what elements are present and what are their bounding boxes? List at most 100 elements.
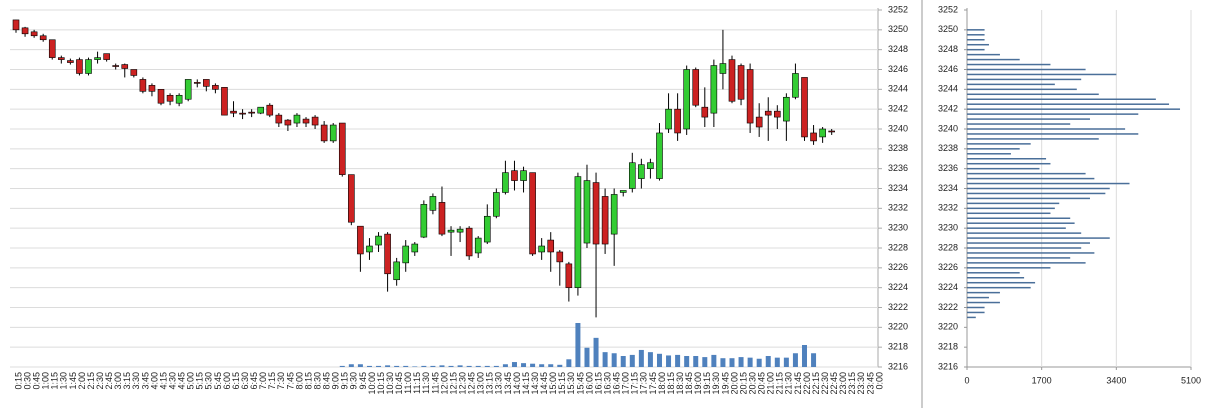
- y-tick-label: 3238: [888, 143, 908, 153]
- x-tick-label: 2:30: [95, 372, 105, 390]
- volume-bar: [493, 365, 499, 367]
- y-tick-label: 3250: [938, 24, 958, 34]
- volume-bar: [475, 365, 481, 367]
- profile-bar: [967, 277, 1025, 279]
- candle-body: [692, 69, 700, 106]
- candle-body: [737, 65, 745, 100]
- y-tick-label: 3216: [938, 361, 958, 371]
- candle-body: [493, 192, 500, 217]
- candle-body: [511, 170, 518, 181]
- candle-body: [203, 79, 210, 87]
- candle-body: [139, 79, 147, 92]
- profile-bar: [967, 123, 1071, 125]
- x-tick-label: 6:15: [231, 372, 241, 390]
- x-tick-label: 12:15: [448, 372, 458, 395]
- candle-body: [393, 261, 400, 281]
- x-tick-label: 14:30: [530, 372, 540, 395]
- x-tick-label: 7:45: [285, 372, 295, 390]
- candle-body: [638, 164, 645, 179]
- y-tick-label: 3224: [938, 282, 958, 292]
- x-tick-label: 3:30: [131, 372, 141, 390]
- x-tick-label: 22:15: [811, 372, 821, 395]
- volume-bar: [530, 363, 536, 367]
- candle-body: [39, 35, 47, 41]
- candle-body: [284, 119, 292, 126]
- x-tick-label: 17:45: [648, 372, 658, 395]
- profile-bar: [967, 148, 1020, 150]
- y-tick-label: 3228: [938, 242, 958, 252]
- profile-bar: [967, 227, 1066, 229]
- candle-body: [366, 245, 373, 253]
- candle-body: [801, 77, 808, 138]
- x-tick-label: 23:45: [865, 372, 875, 395]
- x-tick-label: 21:15: [775, 372, 785, 395]
- x-tick-label: 18:00: [657, 372, 667, 395]
- candle-body: [601, 196, 609, 245]
- profile-bar: [967, 167, 1040, 170]
- volume-bar: [756, 358, 762, 367]
- x-tick-label: 7:30: [276, 372, 286, 390]
- x-tick-label: 22:45: [829, 372, 839, 395]
- profile-bar: [967, 88, 1077, 91]
- candle-body: [819, 128, 826, 138]
- candle-body: [610, 194, 618, 235]
- candle-body: [157, 89, 165, 104]
- x-tick-label: 22:00: [802, 372, 812, 395]
- candle-body: [175, 94, 183, 104]
- volume-bar: [638, 349, 644, 367]
- x-tick-label: 1:00: [41, 372, 51, 390]
- volume-bar: [711, 354, 717, 367]
- candle-body: [148, 85, 156, 92]
- volume-bar: [593, 337, 599, 367]
- x-tick-label: 18:45: [684, 372, 694, 395]
- candle-body: [94, 57, 101, 60]
- x-tick-label: 13:30: [494, 372, 504, 395]
- y-tick-label: 3226: [888, 262, 908, 272]
- profile-bar: [967, 247, 1082, 249]
- volume-bar: [466, 365, 472, 367]
- profile-bar: [967, 232, 1082, 234]
- profile-bar: [967, 108, 1181, 110]
- y-tick-label: 3244: [938, 84, 958, 94]
- candle-body: [529, 172, 536, 255]
- volume-bar: [602, 352, 608, 367]
- volume-bar: [502, 364, 508, 367]
- candle-body: [628, 162, 636, 189]
- y-tick-label: 3230: [938, 223, 958, 233]
- y-tick-label: 3226: [938, 262, 958, 272]
- x-tick-label: 19:30: [711, 372, 721, 395]
- profile-bar: [967, 222, 1075, 224]
- candle-body: [230, 110, 237, 114]
- x-tick-label: 17:30: [639, 372, 649, 395]
- y-tick-label: 3236: [938, 163, 958, 173]
- x-tick-label: 6:30: [240, 372, 250, 390]
- x-tick-label: 4:15: [158, 372, 168, 390]
- volume-bar: [765, 356, 771, 367]
- volume-bar: [747, 357, 753, 367]
- y-tick-label: 3230: [888, 223, 908, 233]
- candle-body: [12, 19, 20, 31]
- x-tick-label: 9:00: [331, 372, 341, 390]
- x-tick-label: 4:00: [149, 372, 159, 390]
- x-tick-label: 5:15: [195, 372, 205, 390]
- volume-bar: [647, 352, 653, 367]
- profile-bar: [967, 301, 1000, 304]
- x-tick-label: 7:15: [267, 372, 277, 390]
- profile-bar: [967, 53, 1000, 56]
- y-tick-label: 3246: [888, 64, 908, 74]
- candle-body: [420, 204, 428, 238]
- profile-bar: [967, 217, 1071, 219]
- volume-bar: [348, 364, 354, 367]
- x-tick-label: 8:15: [303, 372, 313, 390]
- volume-bar: [575, 323, 581, 367]
- candle-body: [619, 190, 627, 193]
- x-tick-label: 18:15: [666, 372, 676, 395]
- volume-bar: [394, 365, 400, 367]
- x-tick-label: 11:00: [403, 372, 413, 394]
- x-tick-label: 16:15: [593, 372, 603, 395]
- profile-bar: [967, 212, 1051, 215]
- x-tick-label: 13:00: [476, 372, 486, 395]
- profile-bar: [967, 177, 1095, 180]
- profile-bar: [967, 63, 1051, 66]
- y-tick-label: 3222: [888, 302, 908, 312]
